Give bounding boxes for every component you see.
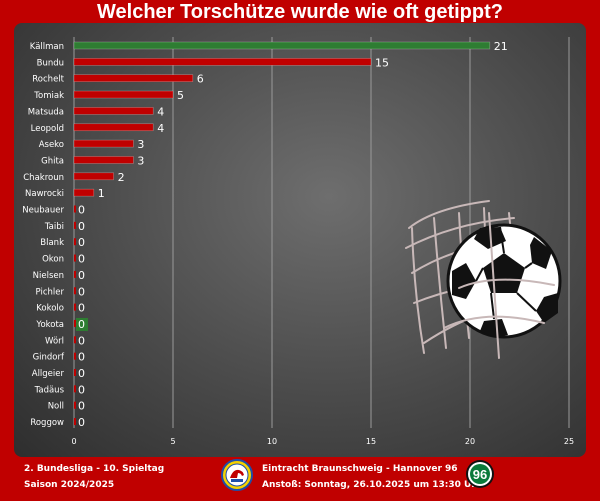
footer-match-info: Eintracht Braunschweig - Hannover 96 Ans…: [262, 461, 482, 493]
category-label: Okon: [42, 255, 64, 265]
data-label: 0: [78, 318, 85, 331]
data-label: 21: [494, 40, 508, 53]
x-tick-label: 20: [465, 437, 475, 446]
category-label: Aseko: [39, 140, 64, 150]
data-label: 3: [137, 138, 144, 151]
category-label: Chakroun: [23, 173, 64, 183]
season-text: Saison 2024/2025: [24, 480, 115, 490]
bar: [74, 401, 76, 409]
data-label: 0: [78, 334, 85, 347]
bar: [73, 74, 194, 83]
x-tick-label: 25: [564, 437, 574, 446]
bar: [74, 287, 76, 295]
league-matchday-text: 2. Bundesliga - 10. Spieltag: [24, 464, 165, 474]
data-label: 0: [78, 253, 85, 266]
chart-title: Welcher Torschütze wurde wie oft getippt…: [97, 1, 503, 23]
category-label: Allgeier: [32, 369, 65, 379]
data-label: 0: [78, 204, 85, 217]
bar: [73, 188, 95, 197]
data-label: 2: [118, 171, 125, 184]
bar: [74, 205, 76, 213]
category-label: Roggow: [30, 418, 64, 428]
bar: [73, 90, 174, 99]
category-label: Kokolo: [36, 304, 64, 314]
x-tick-label: 0: [71, 437, 76, 446]
bar: [74, 270, 76, 278]
data-label: 0: [78, 302, 85, 315]
category-label: Wörl: [45, 336, 64, 346]
category-label: Nawrocki: [25, 189, 64, 199]
category-label: Taibi: [44, 222, 64, 232]
category-label: Neubauer: [22, 206, 64, 216]
category-label: Nielsen: [33, 271, 64, 281]
data-label: 0: [78, 236, 85, 249]
match-text: Eintracht Braunschweig - Hannover 96: [262, 464, 458, 474]
data-label: 0: [78, 400, 85, 413]
data-label: 0: [78, 351, 85, 364]
bar: [74, 303, 76, 311]
data-label: 1: [98, 187, 105, 200]
data-label: 0: [78, 220, 85, 233]
footer-league-info: 2. Bundesliga - 10. Spieltag Saison 2024…: [24, 461, 164, 493]
category-label: Pichler: [36, 287, 65, 297]
bar: [74, 238, 76, 246]
category-label: Tomiak: [33, 91, 64, 101]
bar: [74, 254, 76, 262]
bar: [74, 319, 76, 327]
home-team-crest-icon: [221, 459, 253, 491]
bar: [73, 123, 154, 132]
data-label: 0: [78, 416, 85, 429]
kickoff-text: Anstoß: Sonntag, 26.10.2025 um 13:30 Uhr: [262, 480, 483, 490]
data-label: 0: [78, 269, 85, 282]
bar: [74, 221, 76, 229]
data-label: 0: [78, 285, 85, 298]
x-tick-label: 15: [366, 437, 376, 446]
away-logo-text: 96: [473, 467, 487, 482]
bar: [73, 41, 491, 50]
data-label: 5: [177, 89, 184, 102]
data-label: 15: [375, 56, 389, 69]
bar: [74, 418, 76, 426]
category-label: Bundu: [37, 58, 64, 68]
category-label: Rochelt: [32, 75, 64, 85]
x-tick-label: 5: [170, 437, 175, 446]
bar: [74, 352, 76, 360]
category-label: Tadäus: [34, 385, 65, 395]
data-label: 6: [197, 73, 204, 86]
category-label: Matsuda: [28, 107, 64, 117]
away-team-crest-icon: 96: [466, 460, 494, 488]
data-label: 0: [78, 383, 85, 396]
data-label: 3: [137, 154, 144, 167]
highlight-box: [76, 317, 88, 331]
data-label: 4: [157, 105, 164, 118]
category-label: Gindorf: [33, 353, 65, 363]
bar: [73, 58, 372, 66]
category-label: Yokota: [35, 320, 64, 330]
data-label: 4: [157, 122, 164, 135]
category-label: Leopold: [31, 124, 64, 134]
bar: [73, 172, 114, 181]
bar-chart: 0 5 10 15 20 25: [22, 37, 574, 446]
bar: [74, 369, 76, 376]
bar: [73, 107, 154, 115]
category-label: Blank: [40, 238, 64, 248]
x-tick-label: 10: [267, 437, 277, 446]
data-label: 0: [78, 367, 85, 380]
category-label: Källman: [30, 42, 64, 52]
bar: [73, 139, 134, 148]
soccer-ball-in-net-icon: [405, 200, 562, 359]
bar: [74, 336, 76, 344]
category-label: Noll: [48, 402, 64, 412]
bar: [73, 156, 134, 164]
category-label: Ghita: [41, 156, 64, 166]
bar: [74, 385, 76, 393]
